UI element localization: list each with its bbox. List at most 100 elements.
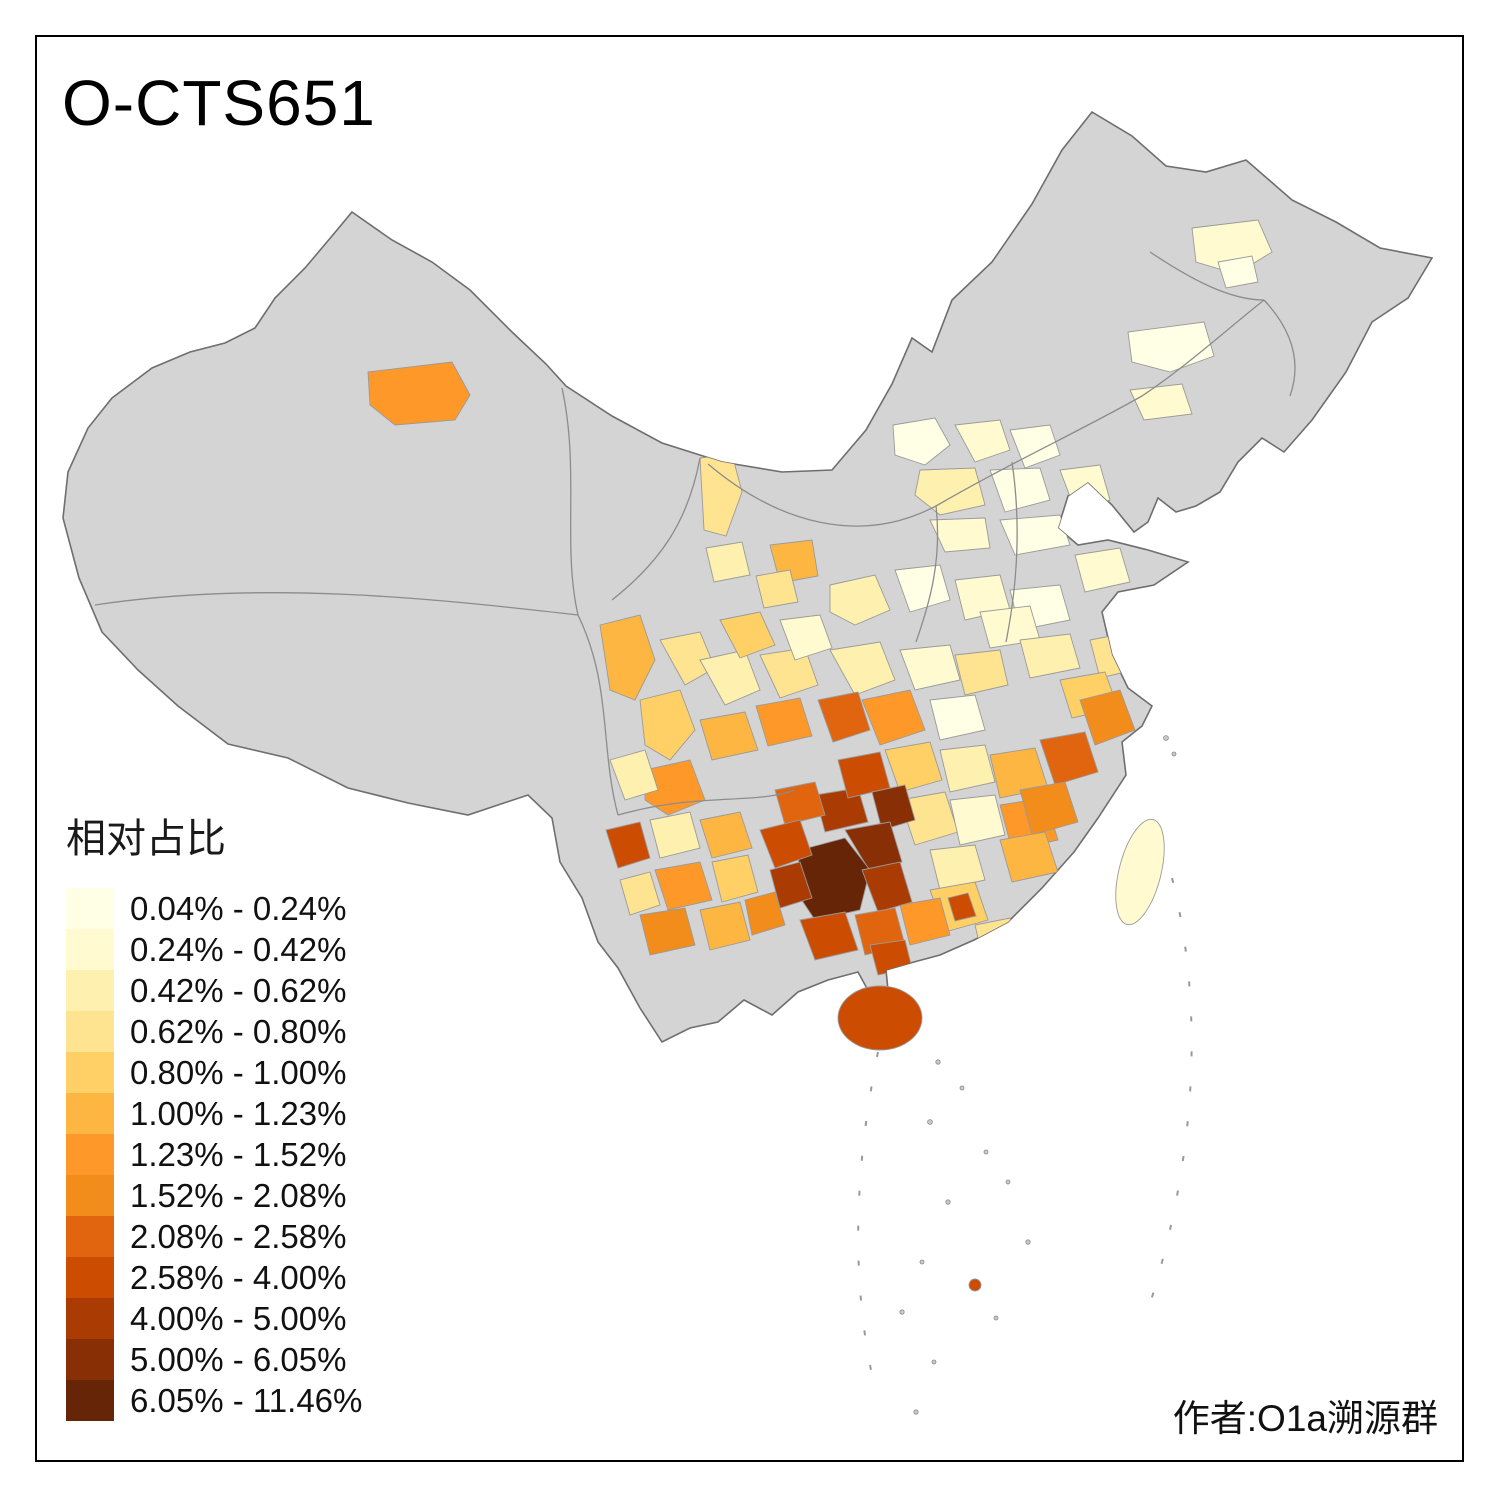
islet: [927, 1119, 933, 1125]
legend-swatch: [66, 970, 114, 1011]
map-region: [759, 647, 819, 699]
islet: [983, 1149, 989, 1155]
map-region: [699, 649, 761, 706]
map-region: [817, 691, 871, 743]
map-region: [619, 871, 661, 916]
map-region: [829, 641, 896, 696]
legend-label: 0.42% - 0.62%: [130, 971, 347, 1009]
islet: [1025, 1239, 1031, 1245]
legend-row: 4.00% - 5.00%: [66, 1298, 362, 1339]
author-credit: 作者:O1a溯源群: [1172, 1398, 1438, 1439]
legend-swatch: [66, 1298, 114, 1339]
legend-label: 1.00% - 1.23%: [130, 1094, 347, 1132]
legend-label: 0.24% - 0.42%: [130, 930, 347, 968]
legend: 相对占比 0.04% - 0.24% 0.24% - 0.42% 0.42% -…: [66, 806, 362, 1421]
legend-swatch: [66, 1216, 114, 1257]
map-region: [609, 749, 659, 801]
map-region: [755, 697, 813, 747]
map-region: [892, 417, 951, 466]
map-region: [367, 361, 471, 426]
hainan-island: [837, 985, 923, 1051]
islands: [837, 735, 1193, 1415]
legend-row: 2.58% - 4.00%: [66, 1257, 362, 1298]
islet: [959, 1085, 965, 1091]
islet: [1163, 735, 1169, 741]
map-region: [939, 744, 996, 793]
map-region: [779, 614, 833, 661]
map-region: [914, 467, 986, 516]
map-region: [759, 819, 813, 869]
map-region: [711, 854, 759, 903]
map-region: [699, 901, 751, 951]
map-region: [929, 517, 991, 553]
legend-row: 0.80% - 1.00%: [66, 1052, 362, 1093]
map-region: [1009, 424, 1061, 469]
plot-border: [35, 35, 1464, 1462]
map-region: [1217, 255, 1259, 289]
islet: [913, 1409, 919, 1415]
map-region: [861, 689, 926, 746]
legend-label: 4.00% - 5.00%: [130, 1299, 347, 1337]
map-region: [949, 794, 1006, 846]
map-region: [799, 911, 859, 961]
legend-row: 0.04% - 0.24%: [66, 888, 362, 929]
map-region: [769, 861, 813, 909]
legend-label: 5.00% - 6.05%: [130, 1340, 347, 1378]
legend-label: 2.08% - 2.58%: [130, 1217, 347, 1255]
map-region: [639, 907, 696, 956]
map-region: [884, 741, 943, 793]
legend-label: 0.80% - 1.00%: [130, 1053, 347, 1091]
legend-row: 0.24% - 0.42%: [66, 929, 362, 970]
legend-swatch: [66, 1257, 114, 1298]
map-region: [871, 784, 916, 831]
taiwan-island: [1115, 818, 1165, 926]
map-region: [699, 811, 753, 859]
legend-swatch: [66, 1175, 114, 1216]
legend-swatch: [66, 1380, 114, 1421]
prefecture-regions: [367, 219, 1273, 976]
map-region: [744, 891, 786, 936]
map-region: [954, 649, 1009, 696]
legend-row: 1.23% - 1.52%: [66, 1134, 362, 1175]
map-region: [654, 861, 713, 911]
map-region: [954, 419, 1011, 463]
map-region: [705, 541, 751, 583]
islet: [1005, 1179, 1011, 1185]
map-region: [1039, 731, 1099, 786]
map-region: [1127, 321, 1215, 373]
legend-swatch: [66, 1134, 114, 1175]
sea-boundary-dashes: [1147, 877, 1193, 1311]
map-region: [814, 787, 869, 833]
plot-title: O-CTS651: [62, 67, 376, 139]
islet: [935, 1059, 941, 1065]
legend-swatch: [66, 1339, 114, 1380]
islet: [931, 1359, 937, 1365]
map-region: [1079, 689, 1136, 746]
legend-label: 0.62% - 0.80%: [130, 1012, 347, 1050]
map-region: [929, 844, 986, 891]
legend-row: 6.05% - 11.46%: [66, 1380, 362, 1421]
map-region: [605, 821, 651, 869]
islet: [899, 1309, 905, 1315]
legend-label: 0.04% - 0.24%: [130, 889, 347, 927]
map-region: [894, 564, 951, 613]
sea-boundary-dashes: [857, 1051, 879, 1376]
islet: [993, 1315, 999, 1321]
legend-row: 5.00% - 6.05%: [66, 1339, 362, 1380]
map-region: [755, 569, 799, 609]
legend-row: 2.08% - 2.58%: [66, 1216, 362, 1257]
legend-label: 1.52% - 2.08%: [130, 1176, 347, 1214]
legend-row: 0.62% - 0.80%: [66, 1011, 362, 1052]
legend-row: 1.00% - 1.23%: [66, 1093, 362, 1134]
map-region: [861, 861, 913, 913]
legend-row: 0.42% - 0.62%: [66, 970, 362, 1011]
map-region: [699, 711, 759, 761]
legend-title: 相对占比: [66, 817, 226, 861]
legend-swatch: [66, 929, 114, 970]
map-region: [639, 689, 696, 761]
islet: [945, 1199, 951, 1205]
legend-label: 2.58% - 4.00%: [130, 1258, 347, 1296]
map-region: [599, 614, 656, 701]
